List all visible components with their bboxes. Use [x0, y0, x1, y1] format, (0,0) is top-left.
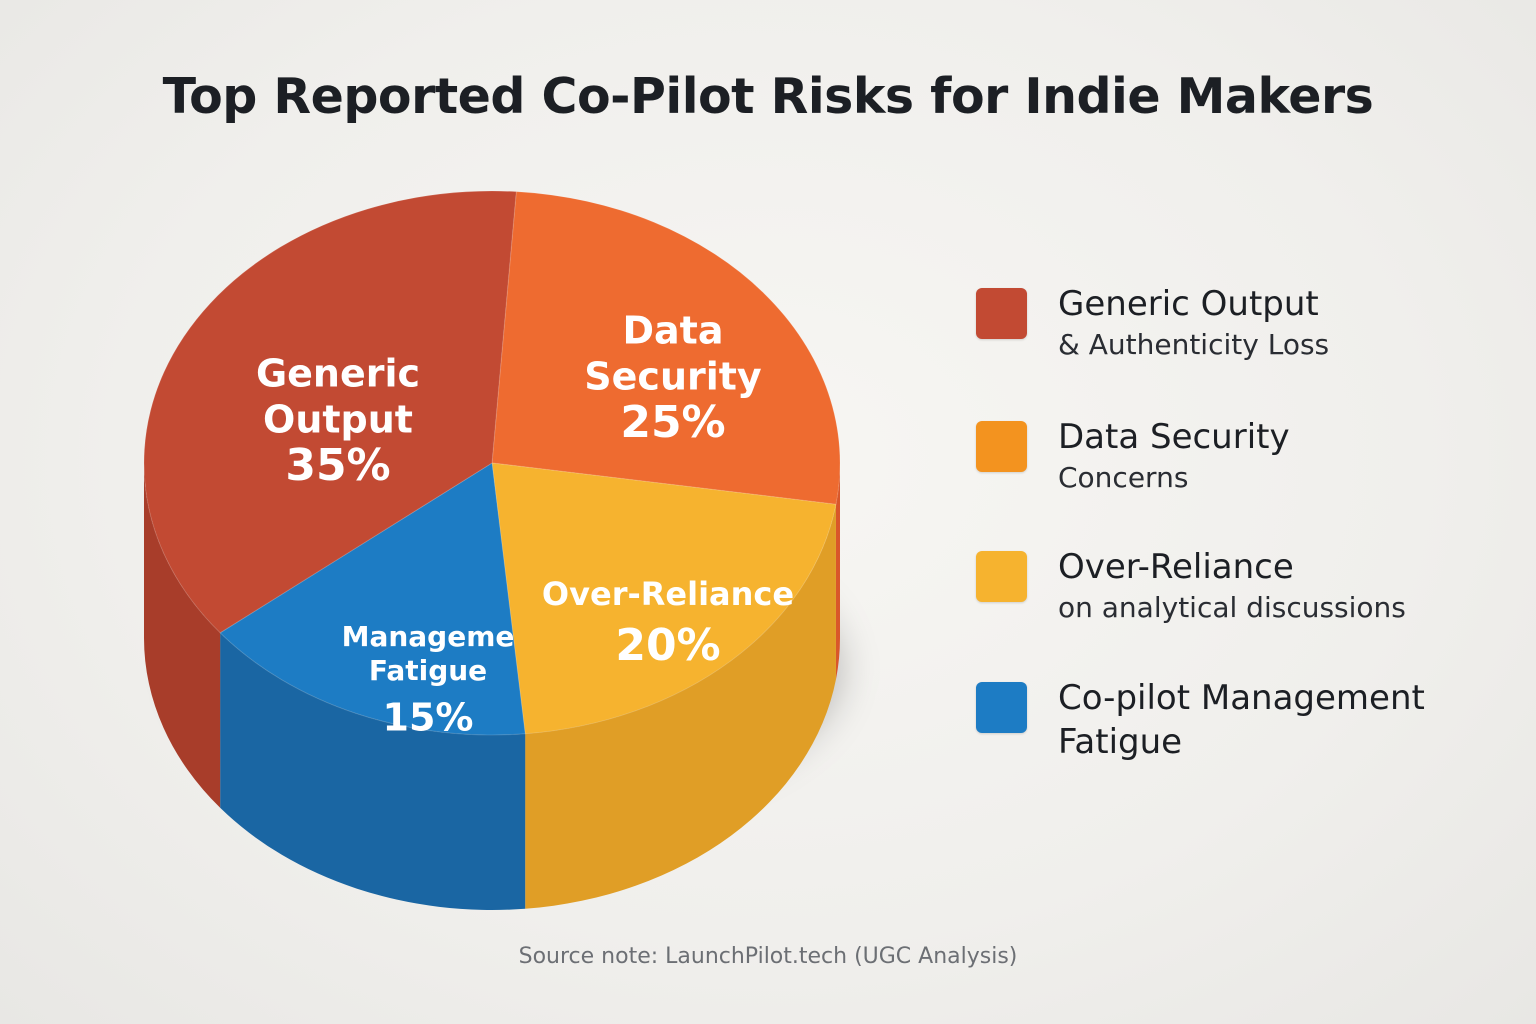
slice-value-label: 15% [383, 696, 474, 740]
slice-label: Manageme [342, 620, 515, 653]
pie-slice [491, 191, 841, 505]
pie-slice [491, 462, 837, 735]
pie-slice [143, 190, 517, 634]
legend-main-label: Over-Reliance [1058, 547, 1294, 587]
legend-text: Co-pilot Management Fatigue [1058, 676, 1518, 764]
chart-title: Top Reported Co-Pilot Risks for Indie Ma… [162, 68, 1374, 125]
pie-slice-side [220, 632, 526, 910]
slice-label: Data [623, 309, 724, 353]
slice-label: Fatigue [369, 654, 487, 687]
legend-swatch-data-security [976, 421, 1027, 472]
source-note: Source note: LaunchPilot.tech (UGC Analy… [518, 944, 1018, 969]
legend-sub-label: on analytical discussions [1058, 591, 1406, 624]
pie-slice-side [525, 504, 836, 909]
slice-value-label: 25% [620, 397, 725, 448]
legend-sub-label: Fatigue [1058, 722, 1183, 762]
pie-slice-side [835, 463, 840, 680]
slice-label: Security [584, 355, 762, 399]
slice-value-label: 35% [285, 440, 390, 491]
pie-sides [144, 463, 840, 910]
legend-sub-label: & Authenticity Loss [1058, 328, 1330, 361]
slice-label: Generic [256, 352, 420, 396]
pie-slice-side [144, 463, 221, 808]
legend-main-label: Co-pilot Management [1058, 678, 1425, 718]
legend-text: Data Security Concerns [1058, 415, 1518, 497]
pie-slices [143, 190, 841, 736]
legend-swatch-management-fatigue [976, 682, 1027, 733]
slice-label: Output [263, 398, 413, 442]
slice-label: Over-Reliance [542, 575, 794, 613]
legend-swatch-generic-output [976, 288, 1027, 339]
legend-sub-label: Concerns [1058, 461, 1189, 494]
legend-text: Over-Reliance on analytical discussions [1058, 545, 1518, 627]
slice-value-label: 20% [615, 620, 720, 671]
legend-main-label: Data Security [1058, 417, 1290, 457]
legend-text: Generic Output & Authenticity Loss [1058, 282, 1518, 364]
legend-main-label: Generic Output [1058, 284, 1319, 324]
pie-slice [219, 462, 526, 736]
legend-swatch-over-reliance [976, 551, 1027, 602]
